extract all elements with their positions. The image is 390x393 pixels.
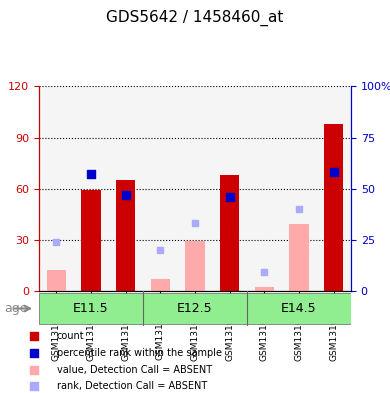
Text: E11.5: E11.5: [73, 302, 109, 315]
Text: age: age: [4, 302, 27, 315]
Bar: [316, 86, 351, 291]
Bar: [151, 279, 170, 291]
Point: [227, 194, 233, 200]
FancyBboxPatch shape: [247, 292, 351, 325]
Point: [157, 247, 163, 253]
Text: count: count: [57, 331, 84, 341]
Point: [192, 220, 198, 226]
Text: percentile rank within the sample: percentile rank within the sample: [57, 348, 222, 358]
Bar: [178, 86, 212, 291]
FancyBboxPatch shape: [39, 292, 143, 325]
Bar: [39, 86, 74, 291]
Bar: [212, 86, 247, 291]
Bar: [186, 241, 204, 291]
Bar: [82, 190, 101, 291]
Bar: [143, 86, 178, 291]
Text: E12.5: E12.5: [177, 302, 213, 315]
Bar: [220, 175, 239, 291]
Bar: [116, 180, 135, 291]
Bar: [247, 86, 282, 291]
Point: [296, 206, 302, 212]
Text: rank, Detection Call = ABSENT: rank, Detection Call = ABSENT: [57, 381, 207, 391]
Point: [336, 144, 342, 150]
Point: [122, 192, 129, 198]
Text: E14.5: E14.5: [281, 302, 317, 315]
Bar: [289, 224, 308, 291]
Bar: [47, 270, 66, 291]
FancyBboxPatch shape: [143, 292, 247, 325]
Text: value, Detection Call = ABSENT: value, Detection Call = ABSENT: [57, 365, 212, 375]
Point: [88, 171, 94, 178]
Bar: [255, 287, 274, 291]
Text: GDS5642 / 1458460_at: GDS5642 / 1458460_at: [106, 10, 284, 26]
Bar: [324, 124, 343, 291]
Point: [53, 239, 59, 245]
Point: [331, 169, 337, 175]
Point: [261, 269, 268, 275]
Point: [336, 296, 342, 302]
Bar: [74, 86, 108, 291]
Bar: [282, 86, 316, 291]
Bar: [108, 86, 143, 291]
